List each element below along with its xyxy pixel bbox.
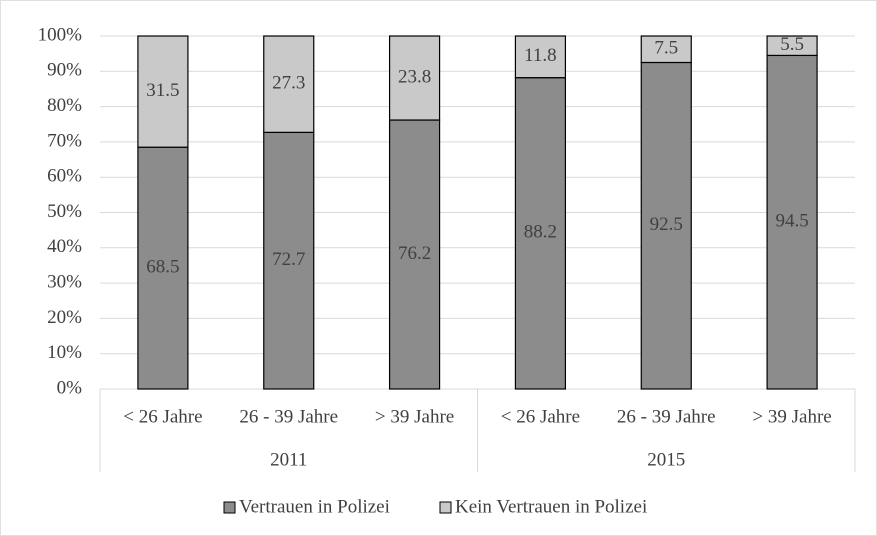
x-tick-label: 26 - 39 Jahre [617,406,716,427]
bar-segment [766,35,818,57]
y-tick-label: 60% [47,166,82,187]
data-label: 7.5 [654,38,678,59]
bar-segment [640,61,692,390]
bar-segment [263,35,315,133]
data-label: 88.2 [524,222,557,243]
bar-segment [766,54,818,390]
bar-segment [388,35,441,121]
data-label: 27.3 [272,73,305,94]
x-tick-label: 26 - 39 Jahre [239,406,338,427]
y-tick-label: 100% [38,24,83,45]
x-tick-label: > 39 Jahre [752,406,831,427]
bar-segment [263,131,315,390]
bar-segment [514,35,567,79]
y-tick-label: 50% [47,201,82,222]
bar-segment [640,35,692,64]
legend-swatch [223,501,236,514]
data-label: 5.5 [780,34,804,55]
legend-swatch [439,501,452,514]
x-tick-label: < 26 Jahre [123,406,202,427]
data-label: 31.5 [146,80,179,101]
y-tick-label: 90% [47,60,82,81]
bar-segment [137,146,189,390]
legend-label: Vertrauen in Polizei [239,496,390,517]
y-tick-label: 80% [47,95,82,116]
x-tick-label: < 26 Jahre [501,406,580,427]
bar-segment [514,77,567,390]
data-label: 68.5 [146,256,179,277]
bar-segment [388,119,441,390]
group-label: 2015 [647,449,685,470]
data-label: 11.8 [524,45,557,66]
y-tick-label: 70% [47,130,82,151]
legend-label: Kein Vertrauen in Polizei [455,496,647,517]
y-tick-label: 40% [47,236,82,257]
data-label: 92.5 [650,214,683,235]
group-label: 2011 [270,449,307,470]
y-tick-label: 10% [47,342,82,363]
x-tick-label: > 39 Jahre [375,406,454,427]
data-label: 76.2 [398,243,431,264]
y-tick-label: 20% [47,307,82,328]
y-tick-label: 30% [47,271,82,292]
data-label: 72.7 [272,249,305,270]
y-tick-label: 0% [57,377,83,398]
data-label: 23.8 [398,66,431,87]
data-label: 94.5 [775,211,808,232]
bar-segment [137,35,189,148]
